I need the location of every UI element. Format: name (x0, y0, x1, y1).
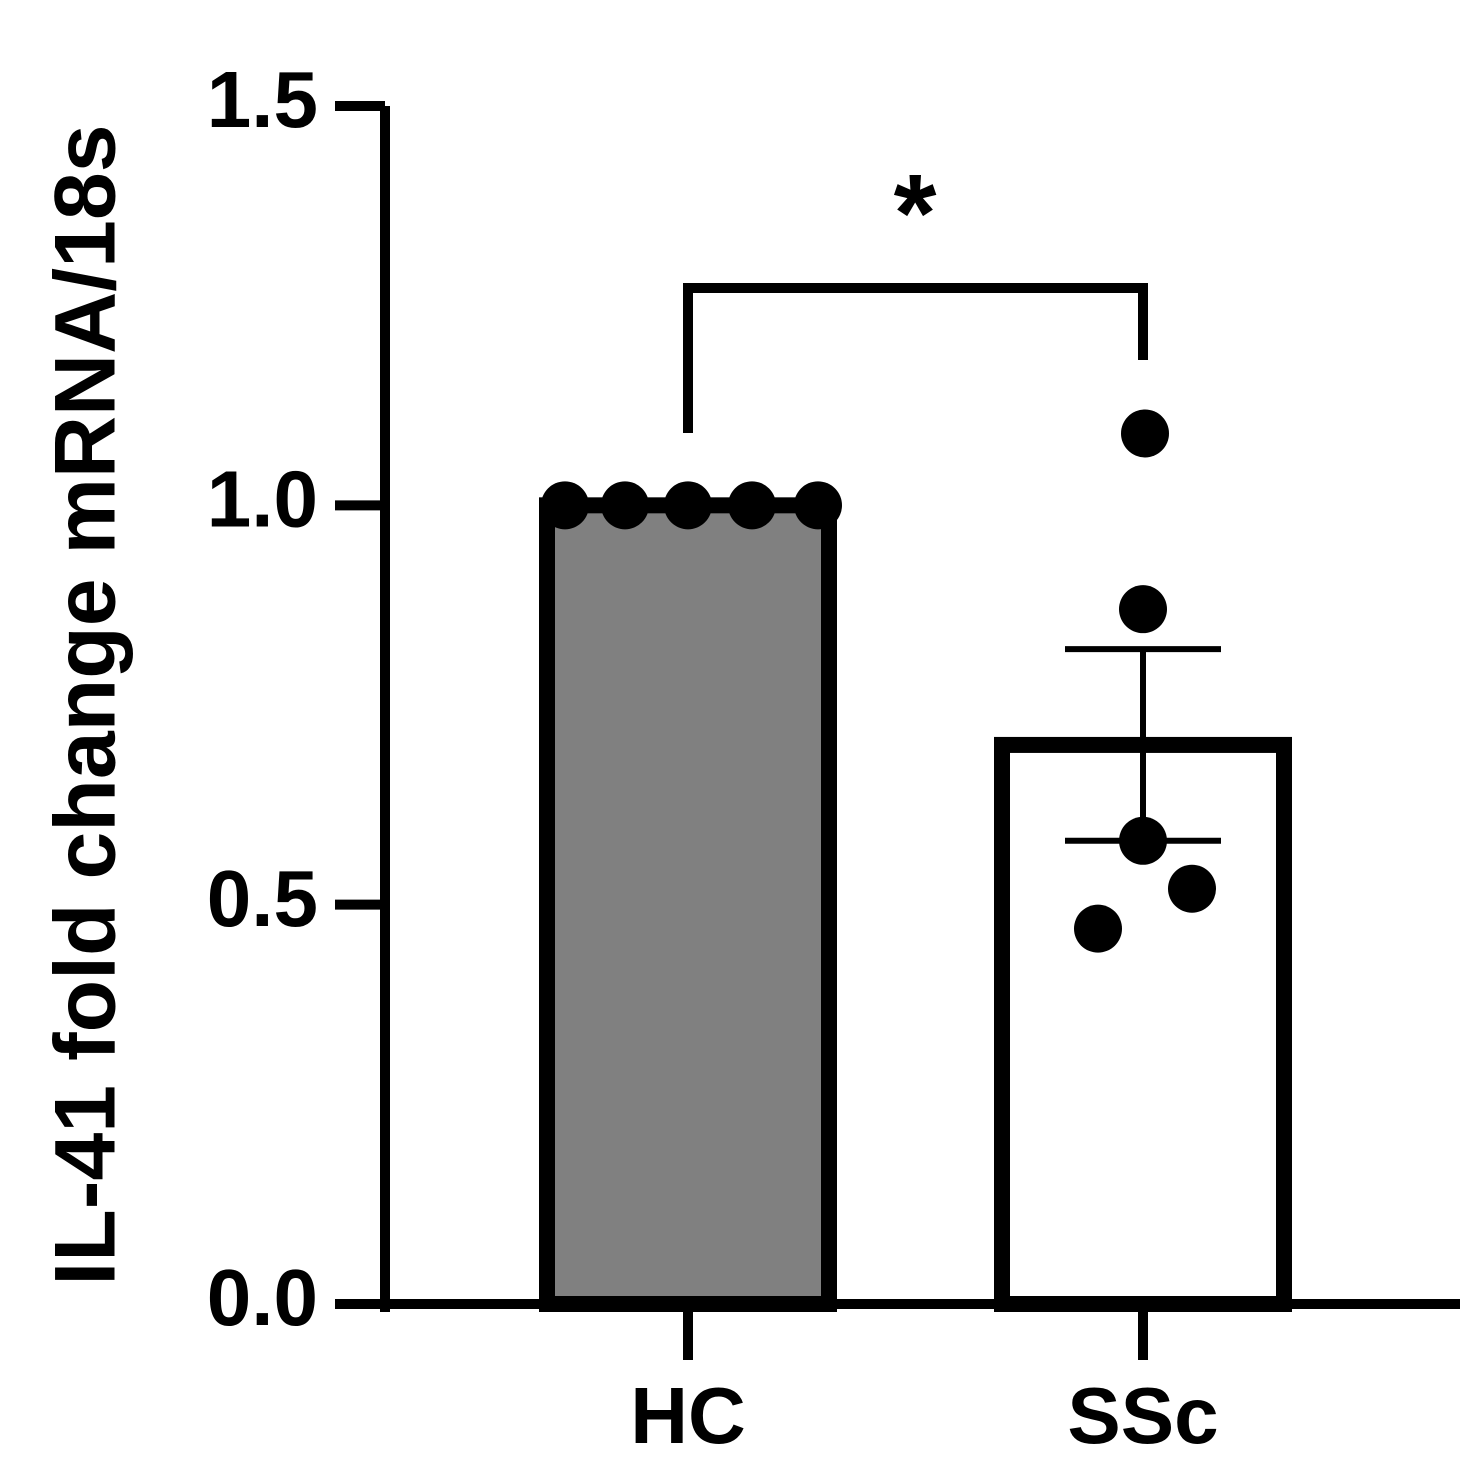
significance-bracket (683, 283, 1148, 433)
data-point (1119, 585, 1167, 634)
y-tick-label: 1.0 (207, 454, 318, 543)
data-point (1074, 904, 1122, 953)
significance-label: * (894, 152, 937, 275)
data-point (601, 481, 649, 530)
x-tick-label: SSc (1067, 1371, 1218, 1460)
y-axis-label: IL-41 fold change mRNA/18s (38, 124, 134, 1285)
bar (539, 497, 837, 1313)
y-tick-label: 0.0 (207, 1253, 318, 1342)
data-point (1119, 816, 1167, 865)
x-tick-label: HC (630, 1371, 746, 1460)
data-point (1121, 409, 1169, 458)
data-point (664, 481, 712, 530)
y-tick-label: 1.5 (207, 55, 318, 144)
data-point (728, 481, 776, 530)
y-tick-label: 0.5 (207, 854, 318, 943)
data-point (1168, 864, 1216, 913)
data-point (541, 481, 589, 530)
data-point (794, 481, 842, 530)
